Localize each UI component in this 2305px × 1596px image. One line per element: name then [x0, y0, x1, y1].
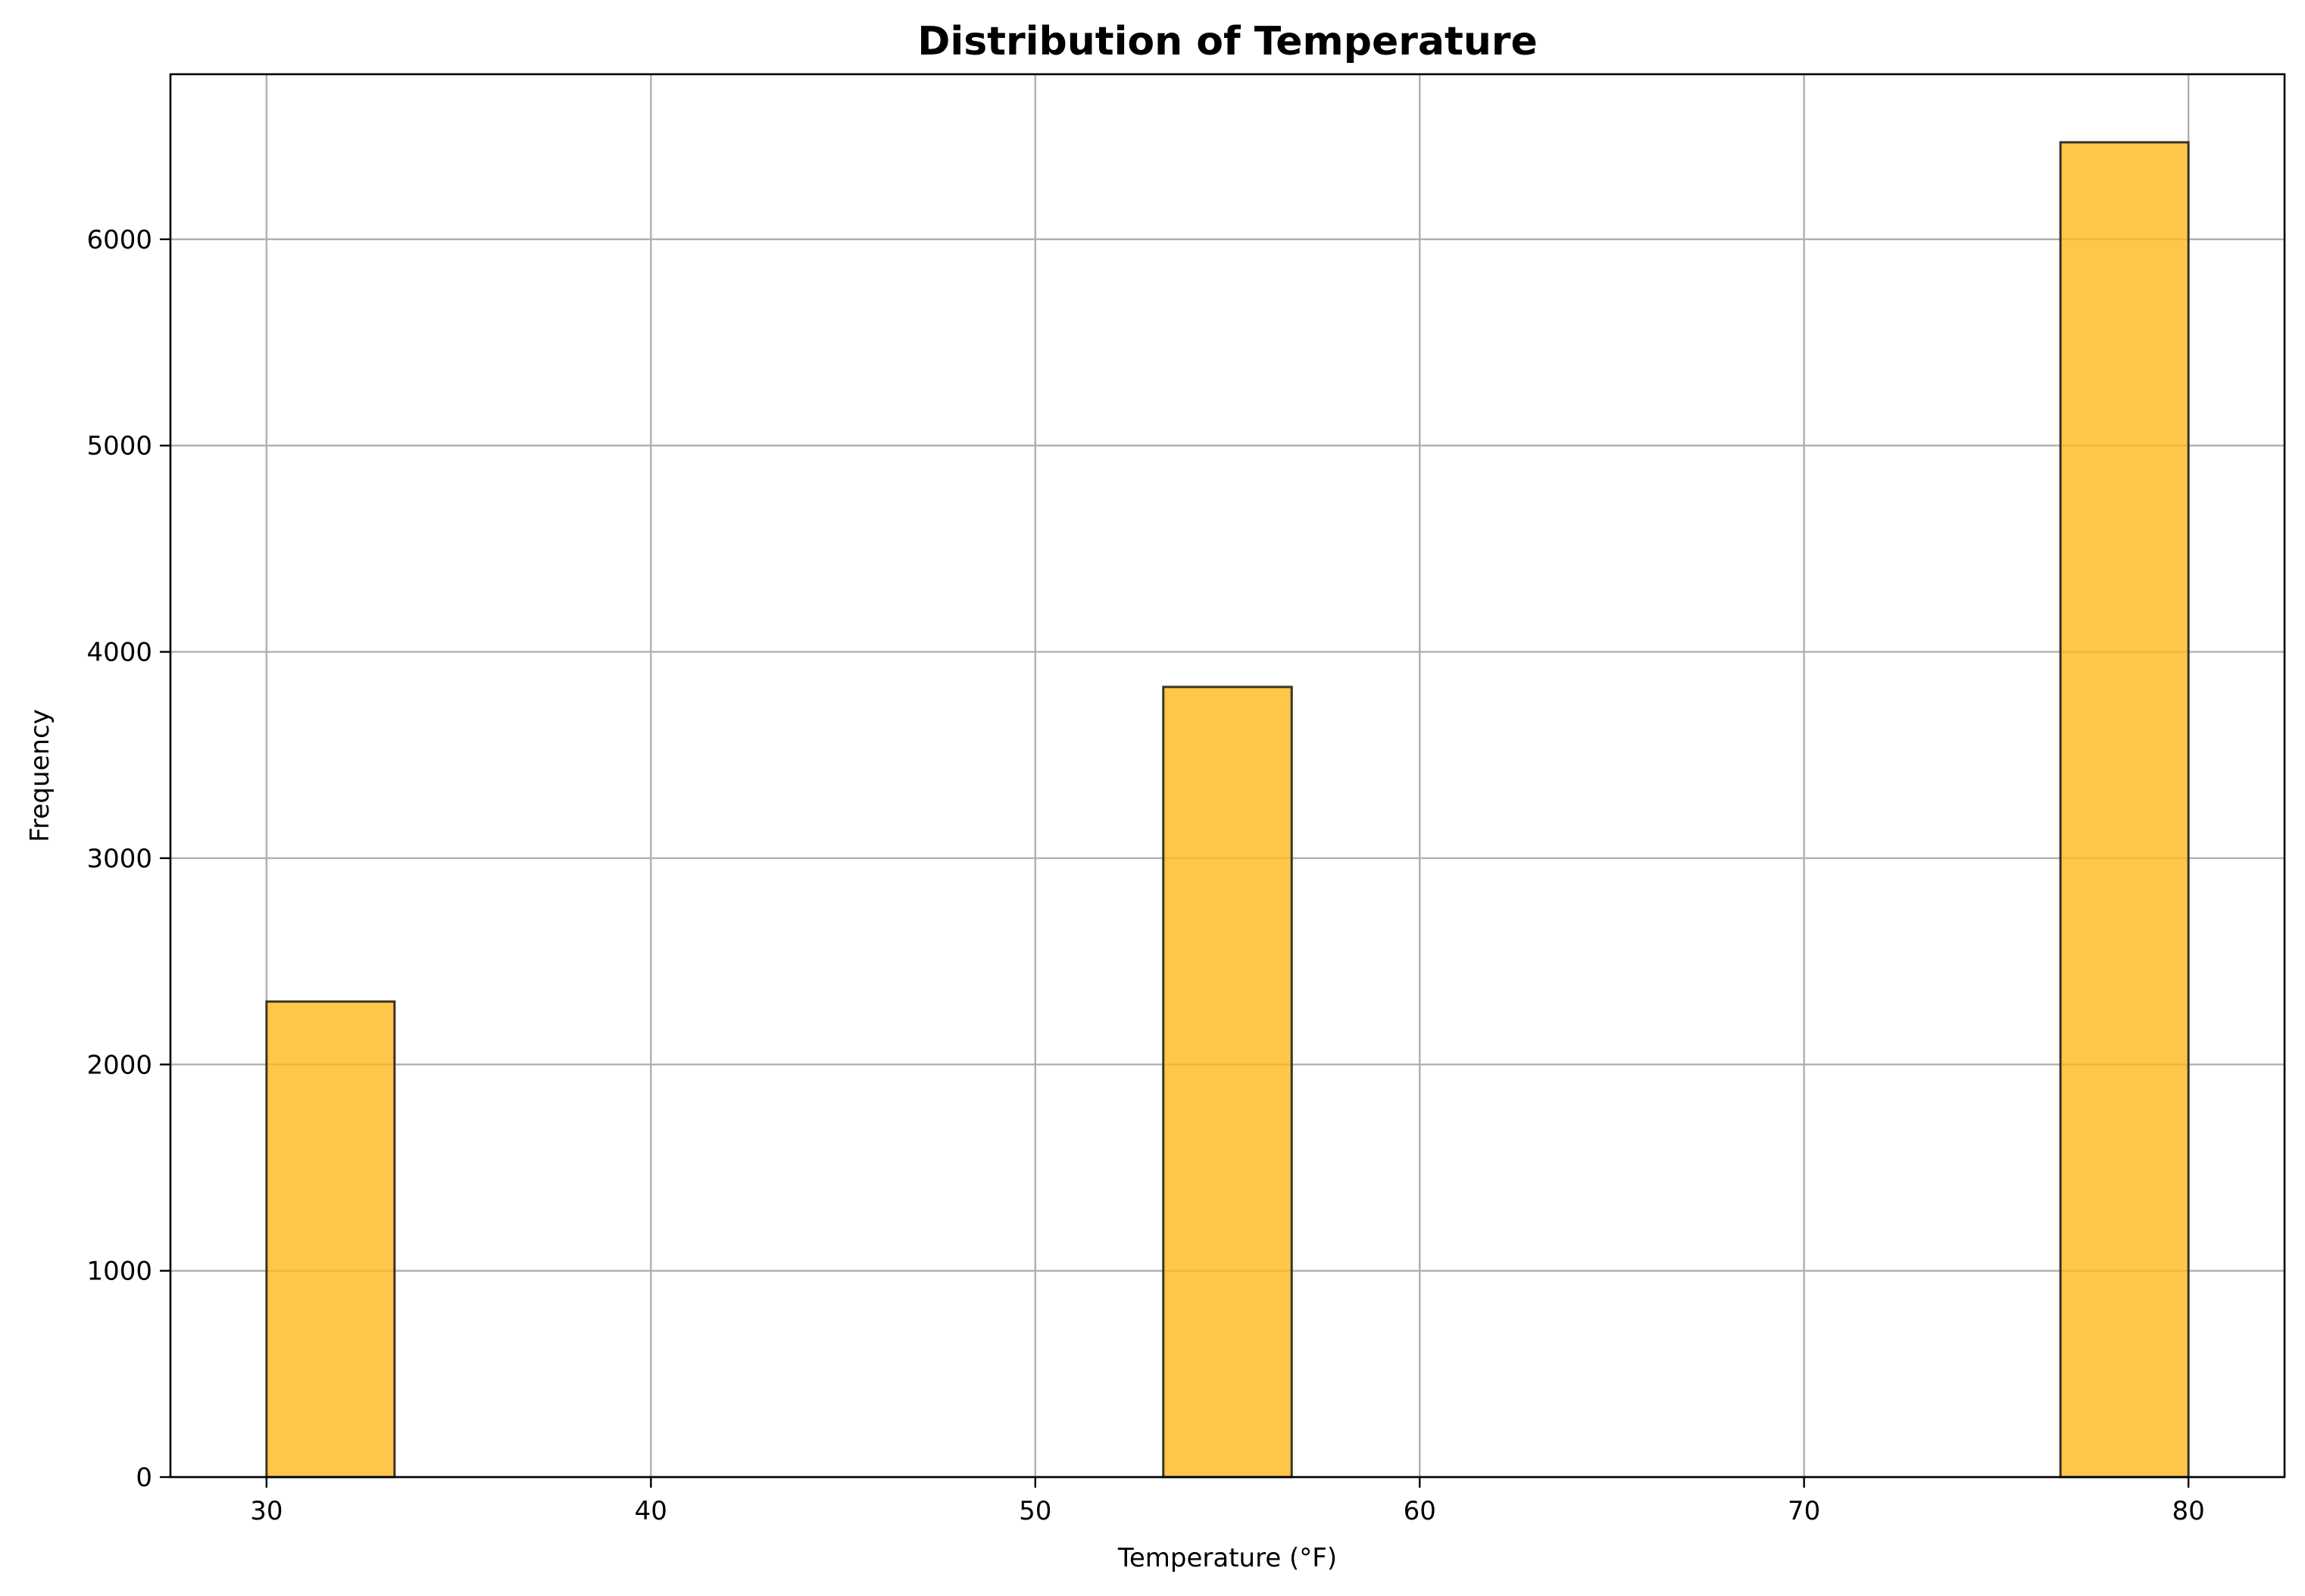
y-tick-label: 4000	[86, 638, 152, 668]
x-tick-label: 60	[1404, 1496, 1436, 1526]
histogram-bar-3	[2059, 141, 2190, 1479]
histogram-bar-1	[265, 1000, 396, 1479]
axes-frame	[169, 73, 2286, 1479]
x-tick-label: 40	[635, 1496, 667, 1526]
x-tick-label: 30	[250, 1496, 283, 1526]
y-tick-label: 5000	[86, 431, 152, 461]
bars	[265, 141, 2190, 1479]
x-axis-label: Temperature (°F)	[1117, 1543, 1337, 1573]
ticks: 30 40 50 60 70 80 0 1000 2000 3000 4000 5000 6000	[86, 225, 2204, 1526]
histogram-bar-2	[1162, 686, 1293, 1479]
y-tick-label: 1000	[86, 1257, 152, 1287]
y-tick-label: 2000	[86, 1050, 152, 1080]
y-tick-label: 6000	[86, 225, 152, 255]
x-tick-label: 50	[1019, 1496, 1051, 1526]
x-tick-label: 80	[2172, 1496, 2205, 1526]
y-tick-label: 0	[136, 1463, 152, 1493]
y-axis-label: Frequency	[25, 709, 55, 842]
y-tick-label: 3000	[86, 844, 152, 874]
chart-title: Distribution of Temperature	[917, 19, 1538, 64]
x-tick-label: 70	[1788, 1496, 1820, 1526]
